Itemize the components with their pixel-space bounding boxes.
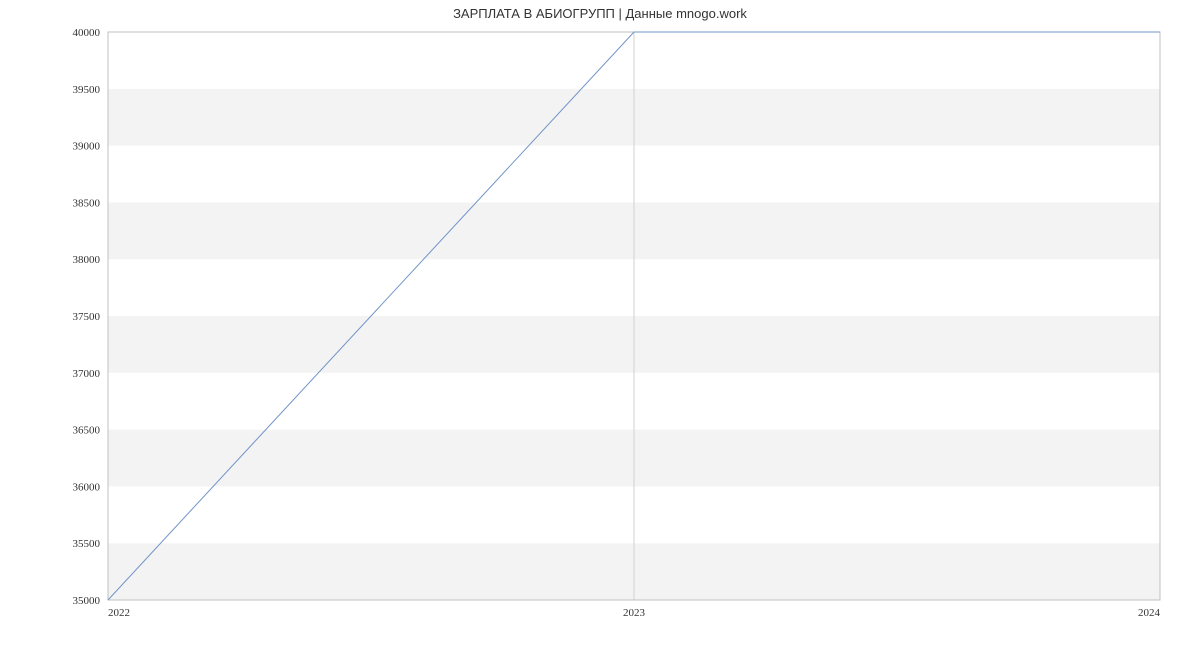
svg-text:36000: 36000 [73, 481, 101, 493]
svg-text:38000: 38000 [73, 254, 101, 266]
salary-chart: ЗАРПЛАТА В АБИОГРУПП | Данные mnogo.work… [0, 0, 1200, 650]
svg-text:2023: 2023 [623, 607, 646, 619]
svg-text:40000: 40000 [73, 27, 101, 39]
chart-canvas: 35000 35500 36000 36500 37000 37500 38000 38500… [0, 0, 1200, 650]
svg-text:37000: 37000 [73, 368, 101, 380]
svg-text:38500: 38500 [73, 197, 101, 209]
svg-text:35500: 35500 [73, 538, 101, 550]
svg-text:37500: 37500 [73, 311, 101, 323]
svg-text:36500: 36500 [73, 425, 101, 437]
svg-text:2024: 2024 [1138, 607, 1161, 619]
svg-text:39500: 39500 [73, 84, 101, 96]
svg-text:39000: 39000 [73, 141, 101, 153]
svg-text:2022: 2022 [108, 607, 130, 619]
svg-text:35000: 35000 [73, 595, 101, 607]
